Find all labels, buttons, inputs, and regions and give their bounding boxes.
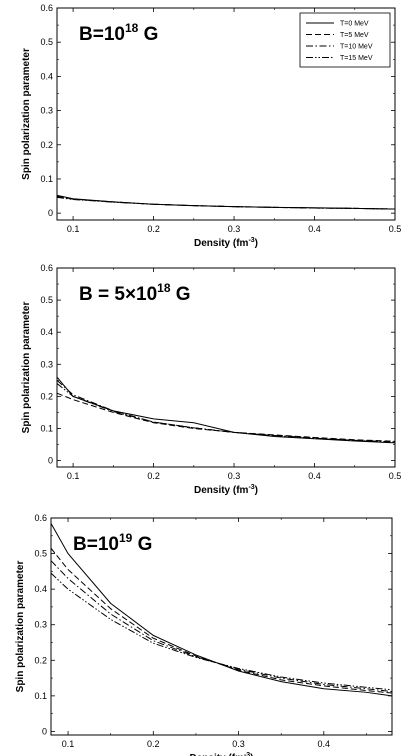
- x-tick-label: 0.3: [232, 739, 245, 749]
- series-line-dashed: [57, 392, 395, 442]
- plot-frame: [56, 7, 396, 221]
- panel-title: B = 5×1018 G: [79, 281, 191, 305]
- y-tick-label: 0.1: [40, 174, 53, 184]
- y-axis-label: Spin polarization parameter: [21, 302, 32, 434]
- chart-panel-3: 0 0.1 0.2 0.3 0.4 0.5 0.6 0.1 0.2 0.3 0.4 B=1019 G D…: [15, 513, 393, 756]
- series-line-dashed: [57, 195, 395, 210]
- y-axis-label: Spin polarization parameter: [21, 48, 32, 180]
- y-tick-label: 0.3: [40, 359, 53, 369]
- y-tick-label: 0.6: [40, 263, 53, 273]
- legend: T=0 MeV T=5 MeV T=10 MeV T=15 MeV: [299, 12, 391, 68]
- x-tick-label: 0.3: [228, 224, 241, 234]
- x-tick-label: 0.2: [147, 224, 160, 234]
- y-tick-label: 0: [42, 726, 47, 736]
- x-tick-label: 0.2: [147, 471, 160, 481]
- x-tick-label: 0.4: [318, 739, 331, 749]
- legend-entry: T=0 MeV: [340, 21, 369, 28]
- legend-entry: T=15 MeV: [340, 55, 373, 62]
- series-line-dashed: [51, 547, 392, 694]
- plot-frame: [56, 267, 396, 468]
- y-tick-label: 0.5: [40, 37, 53, 47]
- chart-panel-2: 0 0.1 0.2 0.3 0.4 0.5 0.6 0.1 0.2 0.3 0.4 0.5 B = 5×…: [21, 263, 401, 496]
- y-tick-label: 0.6: [40, 3, 53, 13]
- series-line-dashdot: [57, 379, 395, 443]
- y-tick-label: 0: [48, 456, 53, 466]
- x-tick-label: 0.4: [308, 471, 321, 481]
- x-tick-label: 0.1: [62, 739, 75, 749]
- x-axis-label: Density (fm-3): [189, 752, 253, 756]
- series-line-dashdot: [51, 560, 392, 693]
- y-tick-label: 0.2: [40, 391, 53, 401]
- series-line-dashdotdot: [57, 196, 395, 210]
- y-tick-label: 0.3: [34, 620, 47, 630]
- y-tick-label: 0.1: [40, 423, 53, 433]
- y-tick-label: 0.2: [34, 655, 47, 665]
- y-tick-label: 0.2: [40, 140, 53, 150]
- y-tick-label: 0.6: [34, 513, 47, 523]
- x-tick-label: 0.1: [67, 224, 80, 234]
- series-line-solid: [51, 523, 392, 697]
- y-tick-label: 0.5: [34, 549, 47, 559]
- y-tick-label: 0.4: [34, 584, 47, 594]
- x-axis-label: Density (fm-3): [194, 484, 258, 496]
- x-tick-label: 0.1: [67, 471, 80, 481]
- y-tick-label: 0.5: [40, 295, 53, 305]
- y-tick-label: 0.4: [40, 327, 53, 337]
- y-tick-label: 0.4: [40, 71, 53, 81]
- y-axis-label: Spin polarization parameter: [15, 561, 26, 693]
- plot-frame: [50, 517, 393, 736]
- y-tick-label: 0.3: [40, 106, 53, 116]
- series-line-solid: [57, 376, 395, 444]
- legend-entry: T=10 MeV: [340, 44, 373, 51]
- panel-title: B=1018 G: [79, 21, 158, 45]
- series-line-dashdotdot: [57, 383, 395, 443]
- y-tick-label: 0: [48, 208, 53, 218]
- x-tick-label: 0.5: [389, 224, 402, 234]
- x-tick-label: 0.5: [389, 471, 402, 481]
- legend-entry: T=5 MeV: [340, 32, 369, 39]
- x-tick-label: 0.4: [308, 224, 321, 234]
- chart-panel-1: 0 0.1 0.2 0.3 0.4 0.5 0.6 0.1 0.2 0.3 0.4 0.5 B=1018…: [21, 3, 401, 249]
- x-tick-label: 0.2: [147, 739, 160, 749]
- x-axis-label: Density (fm-3): [194, 237, 258, 249]
- series-line-dashdot: [57, 196, 395, 210]
- x-tick-label: 0.3: [228, 471, 241, 481]
- series-line-dashdotdot: [51, 572, 392, 691]
- panel-title: B=1019 G: [73, 531, 152, 555]
- y-tick-label: 0.1: [34, 691, 47, 701]
